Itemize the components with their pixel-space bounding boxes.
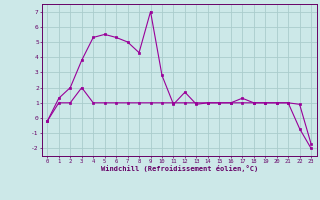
X-axis label: Windchill (Refroidissement éolien,°C): Windchill (Refroidissement éolien,°C) bbox=[100, 165, 258, 172]
